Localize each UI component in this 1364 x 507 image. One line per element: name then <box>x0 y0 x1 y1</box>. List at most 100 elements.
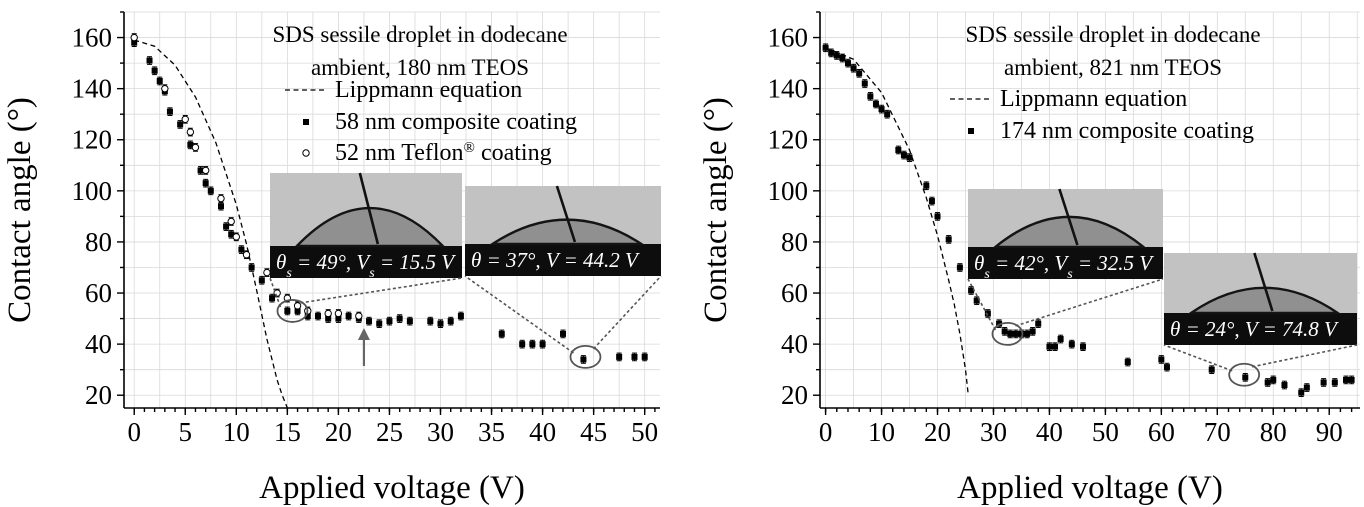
data-point-square <box>131 39 138 46</box>
x-tick-label: 10 <box>223 417 250 447</box>
data-point-square <box>284 307 291 314</box>
y-axis-title: Contact angle (°) <box>698 97 734 323</box>
chart-panel-1: 0 5 10 15 20 25 30 35 40 45 50 20 40 60 80 100 120 140 160… <box>2 11 662 506</box>
callout-ring <box>1228 362 1261 387</box>
needle <box>555 185 577 243</box>
legend-label: 52 nm Teflon® coating <box>335 140 552 166</box>
data-point-square <box>269 295 276 302</box>
data-point-square <box>376 320 383 327</box>
x-tick-label: 35 <box>478 417 505 447</box>
x-tick-label: 30 <box>427 417 454 447</box>
data-point-square <box>861 80 868 87</box>
inset-photo-1: θs = 42°, Vs = 32.5 V <box>967 188 1164 346</box>
needle <box>1058 188 1079 246</box>
chart-panel-2: 0 10 20 30 40 50 60 70 80 90 20 40 60 80 100 120 140 160 A… <box>698 11 1360 506</box>
callout-line <box>464 275 574 354</box>
droplet <box>991 215 1147 249</box>
lippmann-curve <box>825 47 969 396</box>
data-point-square <box>258 277 265 284</box>
annotation-line: SDS sessile droplet in dodecane <box>965 22 1260 47</box>
data-point-open <box>293 302 302 310</box>
data-point-square <box>616 353 623 360</box>
data-point-square <box>878 106 885 113</box>
inset-photo-1: θs = 49°, Vs = 15.5 V <box>269 172 463 323</box>
data-point-open <box>232 233 241 241</box>
needle <box>1253 252 1274 312</box>
y-tick-label: 40 <box>781 329 808 359</box>
data-point-square <box>166 108 173 115</box>
legend-label: 58 nm composite coating <box>335 109 577 135</box>
data-point-square <box>457 313 464 320</box>
needle <box>358 172 380 245</box>
data-point-square <box>325 315 332 322</box>
data-point-square <box>867 93 874 100</box>
legend-square-swatch <box>303 119 309 125</box>
x-tick-label: 0 <box>819 417 833 447</box>
composite-series <box>822 43 1355 398</box>
y-tick-label: 40 <box>85 329 112 359</box>
data-point-square <box>844 60 851 67</box>
data-point-square <box>345 313 352 320</box>
data-point-square <box>207 187 214 194</box>
data-point-square <box>928 198 935 205</box>
data-point-square <box>1208 366 1215 373</box>
y-tick-label: 20 <box>85 380 112 410</box>
callout-line <box>300 277 463 304</box>
data-point-square <box>151 67 158 74</box>
y-tick-label: 140 <box>72 74 113 104</box>
data-point-square <box>386 318 393 325</box>
legend-open-swatch <box>302 149 310 157</box>
data-point-square <box>641 353 648 360</box>
legend-label: Lippmann equation <box>1000 86 1187 112</box>
y-tick-label: 160 <box>768 23 809 53</box>
data-point-square <box>945 236 952 243</box>
data-point-square <box>223 223 230 230</box>
x-tick-label: 20 <box>924 417 951 447</box>
data-point-square <box>1281 382 1288 389</box>
data-point-square <box>294 307 301 314</box>
y-tick-label: 160 <box>72 23 113 53</box>
data-point-square <box>447 318 454 325</box>
data-point-square <box>146 57 153 64</box>
x-tick-label: 5 <box>179 417 193 447</box>
callout-line <box>967 278 997 331</box>
data-point-square <box>560 330 567 337</box>
data-point-square <box>1343 376 1350 383</box>
data-point-square <box>828 49 835 56</box>
data-point-open <box>242 251 251 259</box>
y-tick-label: 60 <box>781 278 808 308</box>
x-tick-label: 40 <box>529 417 556 447</box>
x-tick-label: 25 <box>376 417 403 447</box>
data-point-square <box>314 313 321 320</box>
data-point-square <box>895 146 902 153</box>
data-point-square <box>822 44 829 51</box>
droplet <box>1187 286 1342 315</box>
data-point-square <box>968 287 975 294</box>
data-point-square <box>631 353 638 360</box>
y-tick-label: 100 <box>72 176 113 206</box>
callout-ring <box>276 299 309 323</box>
annotation-line: ambient, 821 nm TEOS <box>1004 55 1222 80</box>
y-tick-label: 80 <box>781 227 808 257</box>
data-point-square <box>884 111 891 118</box>
data-point-square <box>906 154 913 161</box>
y-tick-label: 120 <box>768 125 809 155</box>
data-point-square <box>839 54 846 61</box>
y-tick-label: 60 <box>85 278 112 308</box>
data-point-square <box>1303 384 1310 391</box>
data-point-square <box>872 100 879 107</box>
x-tick-label: 40 <box>1036 417 1063 447</box>
data-point-square <box>217 203 224 210</box>
data-point-square <box>850 65 857 72</box>
photo-substrate <box>1164 313 1357 345</box>
y-tick-label: 140 <box>768 74 809 104</box>
photo-substrate <box>465 244 661 276</box>
data-point-square <box>1298 389 1305 396</box>
x-axis-title: Applied voltage (V) <box>957 470 1223 506</box>
inset-caption: θ = 24°, V = 74.8 V <box>1170 317 1339 341</box>
data-point-square <box>519 341 526 348</box>
callout-line <box>1015 278 1164 327</box>
data-point-square <box>580 356 587 363</box>
y-axis-title: Contact angle (°) <box>2 97 38 323</box>
